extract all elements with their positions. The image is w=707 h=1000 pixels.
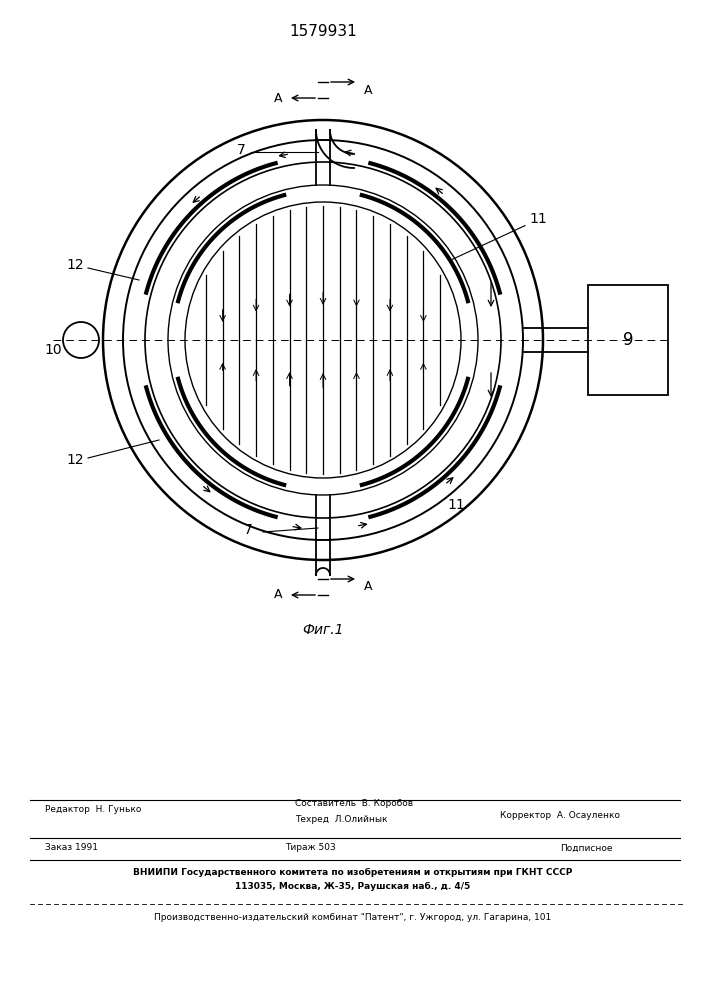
- Text: Корректор  А. Осауленко: Корректор А. Осауленко: [500, 812, 620, 820]
- Text: 10: 10: [44, 343, 62, 357]
- Text: 11: 11: [529, 212, 547, 226]
- Text: 1579931: 1579931: [289, 24, 357, 39]
- Bar: [588, 285, 668, 395]
- Text: ВНИИПИ Государственного комитета по изобретениям и открытиям при ГКНТ СССР: ВНИИПИ Государственного комитета по изоб…: [134, 867, 573, 877]
- Text: 113035, Москва, Ж-35, Раушская наб., д. 4/5: 113035, Москва, Ж-35, Раушская наб., д. …: [235, 881, 471, 891]
- Text: 9: 9: [623, 331, 633, 349]
- Text: Составитель  В. Коробов: Составитель В. Коробов: [295, 800, 413, 808]
- Text: А: А: [363, 580, 373, 593]
- Text: А: А: [274, 92, 282, 104]
- Text: А: А: [363, 84, 373, 97]
- Text: Тираж 503: Тираж 503: [285, 844, 335, 852]
- Text: Заказ 1991: Заказ 1991: [45, 844, 98, 852]
- Text: Подписное: Подписное: [560, 844, 612, 852]
- Text: Фиг.1: Фиг.1: [303, 623, 344, 637]
- Text: 12: 12: [66, 258, 84, 272]
- Text: Редактор  Н. Гунько: Редактор Н. Гунько: [45, 806, 141, 814]
- Text: 7: 7: [237, 143, 245, 157]
- Text: Техред  Л.Олийнык: Техред Л.Олийнык: [295, 816, 387, 824]
- Text: 7: 7: [244, 523, 252, 537]
- Text: 11: 11: [448, 498, 465, 512]
- Text: 12: 12: [66, 453, 84, 467]
- Text: Производственно-издательский комбинат "Патент", г. Ужгород, ул. Гагарина, 101: Производственно-издательский комбинат "П…: [154, 914, 551, 922]
- Text: А: А: [274, 588, 282, 601]
